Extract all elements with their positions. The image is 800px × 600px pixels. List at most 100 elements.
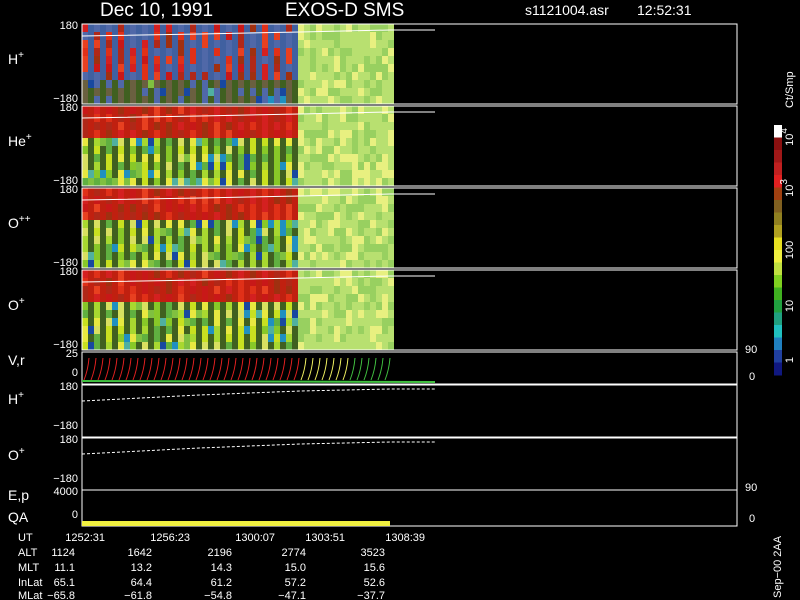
panel-frame: [81, 269, 738, 351]
spectrogram-cell: [310, 24, 316, 32]
y-tick-label: −180: [53, 339, 78, 351]
spectrogram-cell: [184, 32, 190, 40]
spectrogram-cell: [310, 310, 316, 318]
spectrogram-cell: [370, 178, 376, 186]
spectrogram-cell: [304, 342, 310, 350]
spectrogram-cell: [370, 334, 376, 342]
qa-bar: [82, 521, 390, 526]
spectrogram-cell: [298, 260, 304, 268]
velocity-trace: [314, 357, 321, 381]
spectrogram-cell: [322, 220, 328, 228]
spectrogram-cell: [82, 72, 88, 80]
spectrogram-cell: [82, 88, 88, 96]
spectrogram-cell: [160, 310, 166, 318]
spectrogram-cell: [304, 64, 310, 72]
spectrogram-cell: [214, 204, 220, 212]
spectrogram-cell: [136, 334, 142, 342]
spectrogram-cell: [292, 260, 298, 268]
spectrogram-cell: [196, 204, 202, 212]
spectrogram-cell: [196, 114, 202, 122]
spectrogram-cell: [154, 138, 160, 146]
spectrogram-cell: [358, 96, 364, 104]
spectrogram-cell: [88, 154, 94, 162]
spectrogram-cell: [124, 244, 130, 252]
spectrogram-cell: [106, 40, 112, 48]
spectrogram-cell: [220, 260, 226, 268]
spectrogram-cell: [178, 334, 184, 342]
spectrogram-cell: [220, 278, 226, 286]
spectrogram-cell: [226, 64, 232, 72]
velocity-trace: [237, 357, 244, 381]
spectrogram-cell: [358, 228, 364, 236]
spectrogram-cell: [226, 56, 232, 64]
spectrogram-cell: [274, 196, 280, 204]
spectrogram-cell: [262, 130, 268, 138]
velocity-base: [81, 380, 436, 383]
spectrogram-cell: [316, 286, 322, 294]
spectrogram-cell: [100, 252, 106, 260]
spectrogram-cell: [94, 188, 100, 196]
spectrogram-cell: [130, 64, 136, 72]
spectrogram-cell: [358, 278, 364, 286]
spectrogram-cell: [304, 162, 310, 170]
spectrogram-cell: [130, 24, 136, 32]
spectrogram-cell: [118, 56, 124, 64]
spectrogram-cell: [154, 342, 160, 350]
spectrogram-cell: [382, 56, 388, 64]
spectrogram-cell: [136, 48, 142, 56]
spectrogram-cell: [364, 170, 370, 178]
label-sup: +: [26, 132, 32, 143]
spectrogram-cell: [316, 40, 322, 48]
spectrogram-cell: [172, 318, 178, 326]
spectrogram-cell: [244, 40, 250, 48]
spectrogram-cell: [322, 56, 328, 64]
spectrogram-cell: [352, 260, 358, 268]
spectrogram-cell: [310, 170, 316, 178]
spectrogram-cell: [286, 286, 292, 294]
spectrogram-cell: [148, 302, 154, 310]
spectrogram-cell: [340, 122, 346, 130]
spectrogram-cell: [190, 334, 196, 342]
spectrogram-cell: [226, 154, 232, 162]
spectrogram-cell: [82, 80, 88, 88]
spectrogram-cell: [100, 48, 106, 56]
spectrogram-cell: [346, 32, 352, 40]
spectrogram-cell: [118, 188, 124, 196]
spectrogram-cell: [232, 162, 238, 170]
spectrogram-cell: [346, 114, 352, 122]
spectrogram-cell: [298, 96, 304, 104]
spectrogram-cell: [292, 196, 298, 204]
spectrogram-cell: [190, 88, 196, 96]
spectrogram-cell: [388, 236, 394, 244]
spectrogram-cell: [208, 252, 214, 260]
spectrogram-cell: [118, 24, 124, 32]
spectrogram-cell: [220, 244, 226, 252]
spectrogram-cell: [232, 244, 238, 252]
spectrogram-cell: [178, 318, 184, 326]
spectrogram-cell: [346, 106, 352, 114]
spectrogram: [82, 188, 394, 268]
spectrogram-cell: [352, 48, 358, 56]
spectrogram-cell: [172, 260, 178, 268]
spectrogram-cell: [316, 48, 322, 56]
spectrogram-cell: [364, 48, 370, 56]
velocity-trace: [307, 357, 314, 381]
spectrogram-cell: [142, 270, 148, 278]
spectrogram-cell: [256, 188, 262, 196]
spectrogram-cell: [88, 170, 94, 178]
spectrogram-cell: [328, 318, 334, 326]
spectrogram-cell: [94, 122, 100, 130]
spectrogram-cell: [382, 96, 388, 104]
spectrogram-cell: [190, 64, 196, 72]
spectrogram-cell: [190, 178, 196, 186]
label-base: 10: [784, 185, 796, 197]
spectrogram-cell: [244, 326, 250, 334]
spectrogram-cell: [304, 146, 310, 154]
spectrogram-cell: [268, 170, 274, 178]
velocity-trace: [349, 357, 356, 381]
spectrogram-cell: [232, 96, 238, 104]
spectrogram-cell: [322, 196, 328, 204]
spectrogram-cell: [118, 302, 124, 310]
spectrogram-cell: [82, 40, 88, 48]
spectrogram-cell: [346, 342, 352, 350]
